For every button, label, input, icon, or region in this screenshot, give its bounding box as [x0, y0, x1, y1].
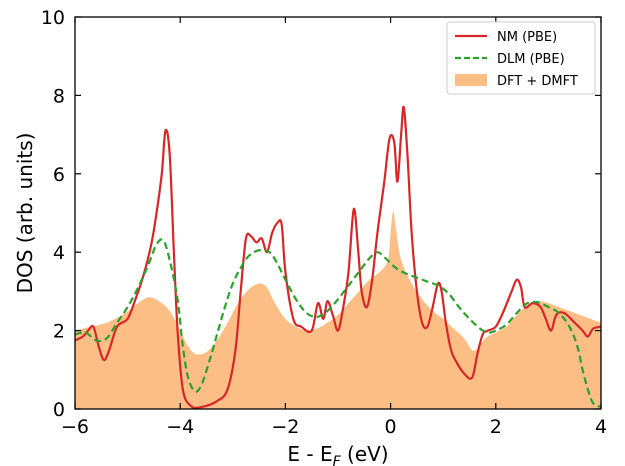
x-tick-label: −2 [271, 416, 299, 438]
y-axis-title: DOS (arb. units) [13, 133, 37, 294]
y-tick-label: 6 [53, 164, 65, 186]
legend-label-nm-pbe: NM (PBE) [497, 30, 557, 45]
legend-swatch-dft-dmft [455, 74, 487, 86]
x-tick-label: 4 [595, 416, 607, 438]
x-tick-label: 2 [490, 416, 502, 438]
series-line-dlm-pbe [75, 238, 601, 409]
y-tick-label: 10 [41, 7, 65, 29]
legend-label-dlm-pbe: DLM (PBE) [497, 52, 565, 67]
legend-label-dft-dmft: DFT + DMFT [497, 74, 578, 89]
y-tick-label: 0 [53, 399, 65, 421]
y-tick-label: 4 [53, 242, 65, 264]
series-line-nm-pbe [75, 105, 601, 409]
x-tick-label: 0 [385, 416, 397, 438]
plot-frame [74, 16, 602, 410]
x-tick-label: −4 [166, 416, 194, 438]
series-area-dft-dmft [75, 211, 601, 409]
x-axis-title: E - EF (eV) [287, 442, 388, 466]
y-tick-label: 8 [53, 85, 65, 107]
x-tick-label: −6 [61, 416, 89, 438]
y-tick-label: 2 [53, 321, 65, 343]
